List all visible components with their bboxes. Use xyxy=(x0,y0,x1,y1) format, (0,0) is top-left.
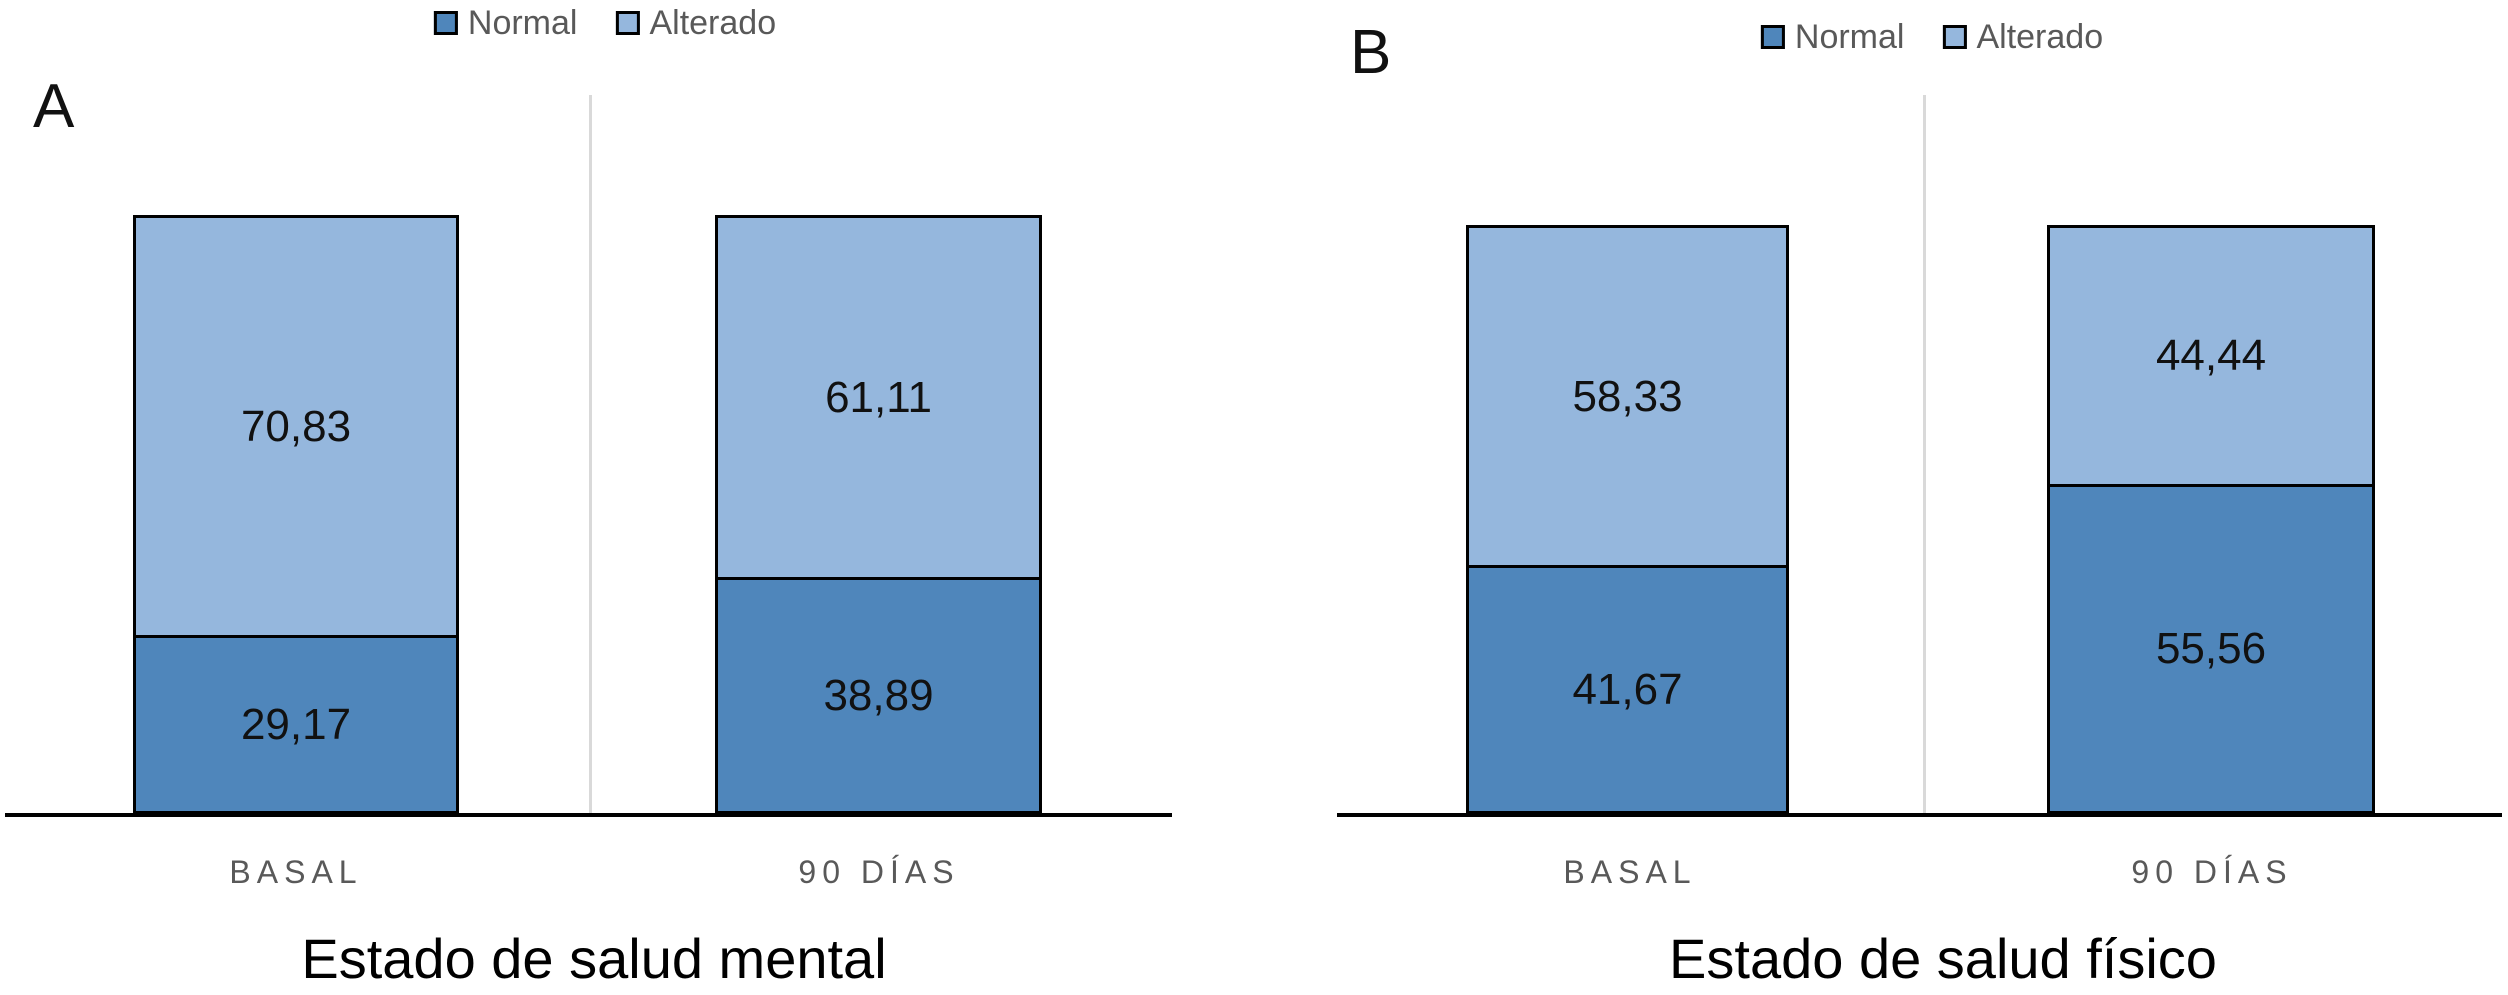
chart-title: Estado de salud físico xyxy=(1669,927,2217,990)
category-label-90-dias: 90 DÍAS xyxy=(2131,854,2293,890)
data-label: 29,17 xyxy=(240,699,352,749)
stacked-bar-basal: 70,83 29,17 xyxy=(133,215,459,814)
data-label: 58,33 xyxy=(1572,371,1683,421)
segment-alterado: 70,83 xyxy=(136,218,456,639)
segment-normal: 29,17 xyxy=(136,638,456,811)
legend: Normal Alterado xyxy=(433,4,776,42)
segment-normal: 38,89 xyxy=(718,580,1039,811)
stacked-bar-90-dias: 44,44 55,56 xyxy=(2047,225,2375,814)
panel-label-a: A xyxy=(33,72,75,141)
legend-swatch-normal xyxy=(433,11,458,35)
category-label-90-dias: 90 DÍAS xyxy=(798,854,960,890)
category-divider-line xyxy=(589,95,592,814)
legend-label-alterado: Alterado xyxy=(1976,18,2104,56)
data-label: 44,44 xyxy=(2155,331,2267,381)
x-axis-line xyxy=(1337,813,2502,817)
data-label: 61,11 xyxy=(825,372,932,422)
data-label: 55,56 xyxy=(2155,624,2267,674)
segment-alterado: 58,33 xyxy=(1469,228,1786,569)
legend-swatch-normal xyxy=(1760,25,1785,49)
stacked-bar-90-dias: 61,11 38,89 xyxy=(715,215,1042,814)
chart-physical-health: Normal Alterado B 58,33 41,67 44,44 xyxy=(1254,0,2508,995)
x-axis-line xyxy=(5,813,1172,817)
category-label-basal: BASAL xyxy=(1563,854,1697,890)
legend-swatch-alterado xyxy=(615,11,640,35)
segment-alterado: 44,44 xyxy=(2050,228,2372,488)
plot-area: 70,83 29,17 61,11 38,89 xyxy=(5,95,1172,817)
legend-item-normal: Normal xyxy=(433,4,578,42)
legend-label-normal: Normal xyxy=(467,4,578,42)
segment-alterado: 61,11 xyxy=(718,218,1039,581)
segment-normal: 55,56 xyxy=(2050,487,2372,811)
chart-title: Estado de salud mental xyxy=(301,927,887,990)
data-label: 70,83 xyxy=(240,401,352,451)
legend: Normal Alterado xyxy=(1760,18,2103,56)
data-label: 41,67 xyxy=(1572,664,1683,714)
legend-swatch-alterado xyxy=(1942,25,1967,49)
legend-label-alterado: Alterado xyxy=(649,4,777,42)
category-label-basal: BASAL xyxy=(229,854,363,890)
panel-label-b: B xyxy=(1350,18,1392,87)
category-divider-line xyxy=(1923,95,1926,814)
legend-item-alterado: Alterado xyxy=(615,6,776,40)
data-label: 38,89 xyxy=(823,670,934,720)
stacked-bar-basal: 58,33 41,67 xyxy=(1466,225,1789,814)
legend-item-normal: Normal xyxy=(1760,18,1905,56)
chart-mental-health: Normal Alterado A 70,83 29,17 61,11 xyxy=(5,4,1172,990)
segment-normal: 41,67 xyxy=(1469,568,1786,811)
plot-area: 58,33 41,67 44,44 55,56 xyxy=(1337,95,2502,817)
legend-item-alterado: Alterado xyxy=(1942,20,2103,54)
legend-label-normal: Normal xyxy=(1794,18,1905,56)
